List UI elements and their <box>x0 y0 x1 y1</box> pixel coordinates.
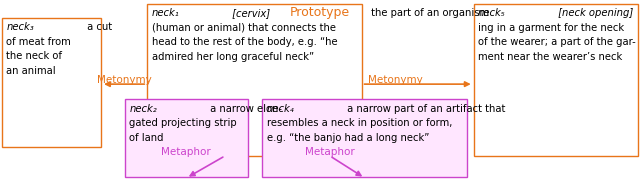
Text: a cut: a cut <box>84 22 112 32</box>
Text: neck₃: neck₃ <box>6 22 34 32</box>
Text: ment near the wearer’s neck: ment near the wearer’s neck <box>478 52 622 62</box>
Text: ing in a garment for the neck: ing in a garment for the neck <box>478 23 624 33</box>
Text: neck₁: neck₁ <box>152 8 179 18</box>
Text: Metaphor: Metaphor <box>161 147 211 157</box>
Text: the part of an organism: the part of an organism <box>368 8 489 18</box>
Text: neck₅: neck₅ <box>478 8 506 18</box>
FancyBboxPatch shape <box>262 99 467 177</box>
Text: neck₂: neck₂ <box>129 104 157 114</box>
Text: e.g. “the banjo had a long neck”: e.g. “the banjo had a long neck” <box>267 133 429 143</box>
Text: admired her long graceful neck”: admired her long graceful neck” <box>152 52 314 62</box>
Text: resembles a neck in position or form,: resembles a neck in position or form, <box>267 118 452 128</box>
FancyBboxPatch shape <box>2 18 101 147</box>
Text: Metaphor: Metaphor <box>305 147 355 157</box>
Text: Metonymy: Metonymy <box>367 75 422 85</box>
Text: a narrow elon-: a narrow elon- <box>207 104 282 114</box>
Text: the neck of: the neck of <box>6 51 63 61</box>
Text: [neck opening]: [neck opening] <box>556 8 634 18</box>
Text: of meat from: of meat from <box>6 37 71 47</box>
Text: a narrow part of an artifact that: a narrow part of an artifact that <box>344 104 506 114</box>
Text: of the wearer; a part of the gar-: of the wearer; a part of the gar- <box>478 37 636 47</box>
Text: neck₄: neck₄ <box>267 104 294 114</box>
Text: [cervix]: [cervix] <box>229 8 270 18</box>
Text: Metonymy: Metonymy <box>97 75 152 85</box>
Text: gated projecting strip: gated projecting strip <box>129 118 237 128</box>
Text: an animal: an animal <box>6 66 56 76</box>
Text: head to the rest of the body, e.g. “he: head to the rest of the body, e.g. “he <box>152 37 337 47</box>
FancyBboxPatch shape <box>147 4 362 156</box>
FancyBboxPatch shape <box>125 99 248 177</box>
Text: Prototype: Prototype <box>290 6 350 19</box>
FancyBboxPatch shape <box>474 4 638 156</box>
Text: (human or animal) that connects the: (human or animal) that connects the <box>152 23 336 33</box>
Text: of land: of land <box>129 133 164 143</box>
